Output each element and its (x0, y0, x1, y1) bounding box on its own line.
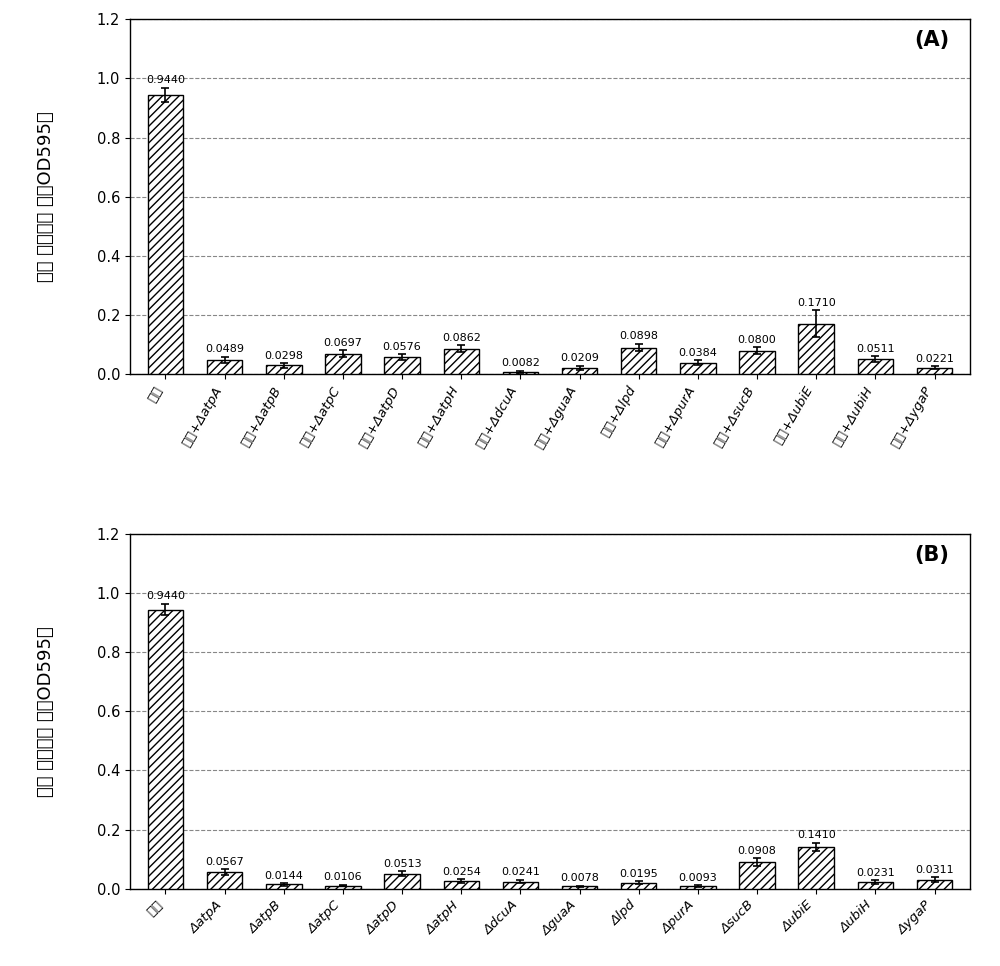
Bar (444, 349, 479, 374)
Text: 0.1710: 0.1710 (797, 298, 836, 308)
Text: 0.0697: 0.0697 (324, 338, 362, 348)
Bar (325, 354, 361, 374)
Text: 0.0093: 0.0093 (679, 872, 717, 883)
Bar (621, 883, 656, 889)
Bar (325, 886, 361, 889)
Bar (384, 873, 420, 889)
Bar (207, 872, 242, 889)
Bar (739, 351, 775, 374)
Bar (444, 881, 479, 889)
Bar (798, 847, 834, 889)
Bar (680, 886, 716, 889)
Text: 0.0106: 0.0106 (324, 872, 362, 882)
Text: 0.1410: 0.1410 (797, 830, 836, 840)
Bar (621, 348, 656, 374)
Bar (680, 363, 716, 374)
Bar (858, 882, 893, 889)
Text: 0.0195: 0.0195 (619, 869, 658, 879)
Bar (917, 879, 952, 889)
Bar (917, 368, 952, 374)
Text: 0.0567: 0.0567 (205, 857, 244, 867)
Text: 0.0513: 0.0513 (383, 859, 421, 868)
Text: 结晶 紫光吸收 值（OD595）: 结晶 紫光吸收 值（OD595） (37, 111, 55, 282)
Text: 0.0298: 0.0298 (264, 351, 303, 360)
Text: 0.0254: 0.0254 (442, 867, 481, 877)
Text: 结晶 紫光吸收 值（OD595）: 结晶 紫光吸收 值（OD595） (37, 626, 55, 797)
Bar (266, 885, 302, 889)
Text: 0.0144: 0.0144 (264, 871, 303, 881)
Text: 0.0311: 0.0311 (915, 866, 954, 875)
Bar (798, 324, 834, 374)
Bar (148, 610, 183, 889)
Bar (562, 368, 597, 374)
Bar (384, 357, 420, 374)
Text: 0.9440: 0.9440 (146, 591, 185, 601)
Text: (A): (A) (914, 30, 949, 50)
Text: 0.9440: 0.9440 (146, 75, 185, 85)
Bar (562, 887, 597, 889)
Bar (858, 359, 893, 374)
Text: 0.0862: 0.0862 (442, 332, 481, 343)
Text: 0.0384: 0.0384 (678, 348, 717, 358)
Bar (266, 365, 302, 374)
Text: 0.0241: 0.0241 (501, 867, 540, 877)
Text: (B): (B) (914, 545, 949, 564)
Text: 0.0209: 0.0209 (560, 354, 599, 363)
Bar (148, 95, 183, 374)
Text: 0.0511: 0.0511 (856, 344, 895, 354)
Bar (503, 372, 538, 374)
Text: 0.0078: 0.0078 (560, 873, 599, 884)
Text: 0.0576: 0.0576 (383, 342, 421, 352)
Bar (207, 359, 242, 374)
Bar (503, 882, 538, 889)
Text: 0.0231: 0.0231 (856, 867, 895, 878)
Text: 0.0082: 0.0082 (501, 358, 540, 368)
Text: 0.0800: 0.0800 (738, 334, 776, 345)
Text: 0.0489: 0.0489 (205, 345, 244, 355)
Text: 0.0898: 0.0898 (619, 331, 658, 341)
Text: 0.0221: 0.0221 (915, 354, 954, 363)
Bar (739, 862, 775, 889)
Text: 0.0908: 0.0908 (738, 845, 776, 856)
